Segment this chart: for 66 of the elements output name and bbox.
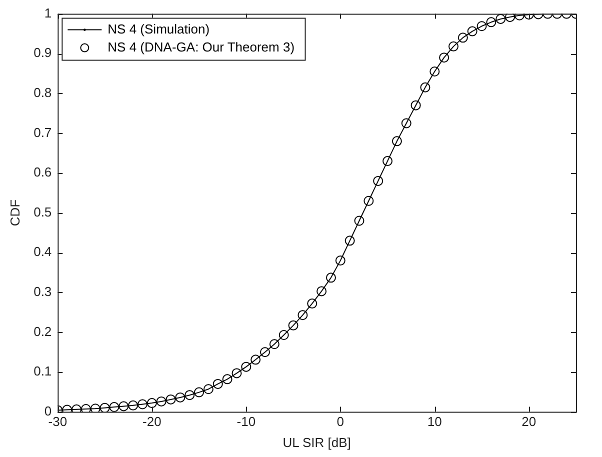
point bbox=[72, 404, 82, 412]
point bbox=[335, 256, 346, 266]
y-tick-label: 0.1 bbox=[34, 364, 52, 379]
point bbox=[260, 347, 270, 358]
point bbox=[212, 378, 223, 389]
point bbox=[326, 272, 336, 283]
point bbox=[307, 298, 318, 309]
point bbox=[146, 398, 157, 408]
point bbox=[175, 392, 186, 402]
point bbox=[430, 66, 440, 77]
point bbox=[203, 384, 214, 394]
y-tick-label: 0.5 bbox=[34, 204, 52, 220]
point bbox=[344, 236, 355, 246]
point bbox=[486, 17, 496, 28]
point bbox=[298, 310, 308, 320]
legend-label: NS 4 (Simulation) bbox=[108, 21, 210, 36]
x-tick-label: 0 bbox=[336, 414, 344, 430]
point bbox=[184, 390, 195, 400]
x-axis-title: UL SIR [dB] bbox=[282, 434, 351, 450]
point bbox=[420, 82, 430, 92]
point bbox=[496, 14, 506, 24]
x-tick-label: 10 bbox=[427, 414, 442, 430]
point bbox=[467, 26, 478, 36]
point bbox=[316, 286, 327, 296]
y-tick-label: 0.9 bbox=[34, 45, 52, 60]
point bbox=[373, 176, 384, 186]
point bbox=[505, 14, 516, 22]
point bbox=[194, 387, 204, 398]
point bbox=[90, 404, 100, 412]
y-tick-label: 0.8 bbox=[34, 84, 52, 100]
x-tick-label: -10 bbox=[236, 414, 256, 430]
point bbox=[439, 52, 450, 63]
y-tick-label: 0.4 bbox=[34, 244, 52, 260]
point bbox=[222, 374, 232, 384]
point bbox=[354, 216, 364, 226]
y-tick-label: 1 bbox=[44, 5, 52, 20]
point bbox=[382, 156, 393, 166]
point bbox=[100, 402, 110, 412]
point bbox=[241, 362, 252, 372]
point bbox=[448, 41, 458, 52]
point bbox=[232, 368, 242, 378]
point bbox=[392, 136, 402, 146]
point bbox=[476, 21, 487, 32]
y-tick-label: 0.3 bbox=[34, 284, 52, 299]
point bbox=[410, 100, 421, 110]
y-axis-title: CDF bbox=[7, 199, 22, 226]
point bbox=[288, 320, 298, 330]
point bbox=[156, 396, 166, 406]
y-tick-label: 0.6 bbox=[34, 164, 52, 180]
point bbox=[250, 354, 261, 365]
y-tick-label: 0.7 bbox=[34, 124, 52, 140]
point bbox=[458, 32, 468, 43]
point bbox=[364, 196, 374, 206]
point bbox=[166, 394, 176, 404]
x-tick-label: -20 bbox=[142, 414, 162, 430]
point bbox=[278, 330, 289, 340]
point bbox=[137, 399, 148, 410]
point bbox=[128, 400, 138, 410]
point bbox=[269, 339, 280, 350]
point bbox=[109, 402, 120, 412]
point bbox=[401, 118, 412, 128]
y-tick-label: 0.2 bbox=[34, 324, 52, 339]
legend-label: NS 4 (DNA-GA: Our Theorem 3) bbox=[108, 39, 295, 54]
x-tick-label: 20 bbox=[522, 414, 536, 430]
point bbox=[118, 401, 129, 412]
point bbox=[80, 404, 91, 412]
